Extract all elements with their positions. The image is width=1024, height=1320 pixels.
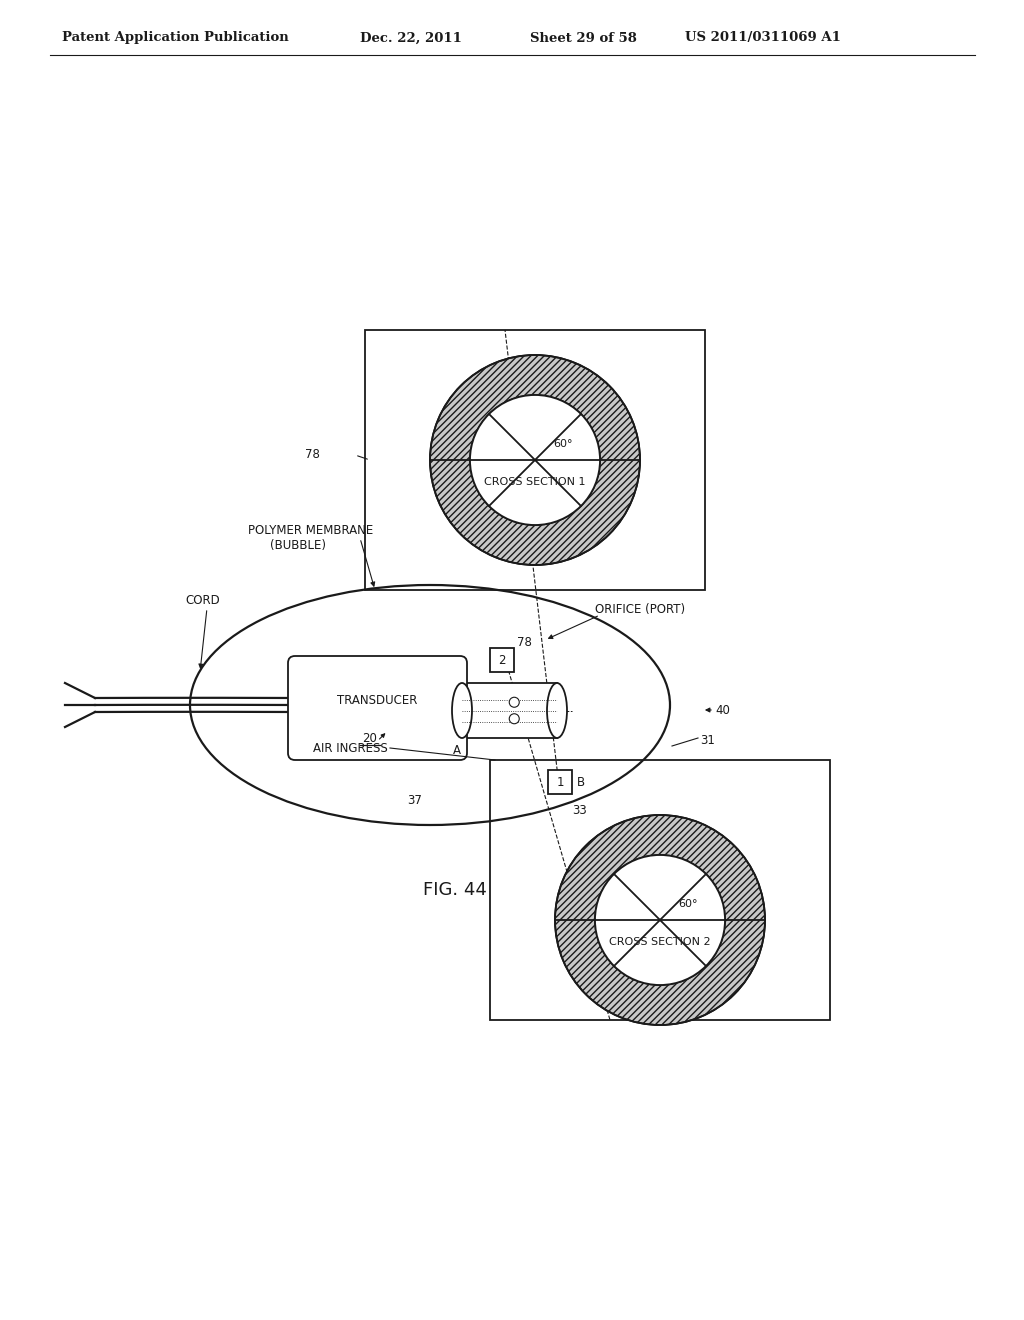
Circle shape	[595, 855, 725, 985]
Text: TRANSDUCER: TRANSDUCER	[337, 693, 418, 706]
Text: Dec. 22, 2011: Dec. 22, 2011	[360, 32, 462, 45]
Text: 37: 37	[408, 793, 423, 807]
Text: (BUBBLE): (BUBBLE)	[270, 539, 326, 552]
Text: FIG. 44: FIG. 44	[423, 880, 487, 899]
Text: 60°: 60°	[678, 899, 697, 909]
Text: Patent Application Publication: Patent Application Publication	[62, 32, 289, 45]
Text: POLYMER MEMBRANE: POLYMER MEMBRANE	[248, 524, 374, 536]
Text: B: B	[577, 776, 585, 788]
Text: CORD: CORD	[185, 594, 220, 606]
Text: 1: 1	[556, 776, 564, 788]
Text: 60°: 60°	[553, 440, 572, 449]
Text: AIR INGRESS: AIR INGRESS	[313, 742, 388, 755]
FancyBboxPatch shape	[288, 656, 467, 760]
Text: CROSS SECTION 2: CROSS SECTION 2	[609, 937, 711, 946]
Ellipse shape	[547, 682, 567, 738]
Text: 40: 40	[715, 704, 730, 717]
Circle shape	[509, 714, 519, 723]
Text: 2: 2	[499, 653, 506, 667]
Circle shape	[470, 395, 600, 525]
Text: ORIFICE (PORT): ORIFICE (PORT)	[595, 603, 685, 616]
Text: 33: 33	[572, 804, 588, 817]
Text: 78: 78	[517, 636, 531, 649]
Circle shape	[509, 697, 519, 708]
Text: A: A	[453, 743, 461, 756]
Text: Sheet 29 of 58: Sheet 29 of 58	[530, 32, 637, 45]
Bar	[490, 648, 514, 672]
Bar	[462, 682, 557, 738]
Text: CROSS SECTION 1: CROSS SECTION 1	[484, 477, 586, 487]
Text: US 2011/0311069 A1: US 2011/0311069 A1	[685, 32, 841, 45]
Text: 31: 31	[700, 734, 715, 747]
Bar	[365, 330, 705, 590]
Bar	[490, 760, 830, 1020]
Ellipse shape	[452, 682, 472, 738]
Text: 20: 20	[362, 733, 377, 746]
Text: 78: 78	[305, 449, 319, 462]
Bar	[548, 770, 572, 795]
